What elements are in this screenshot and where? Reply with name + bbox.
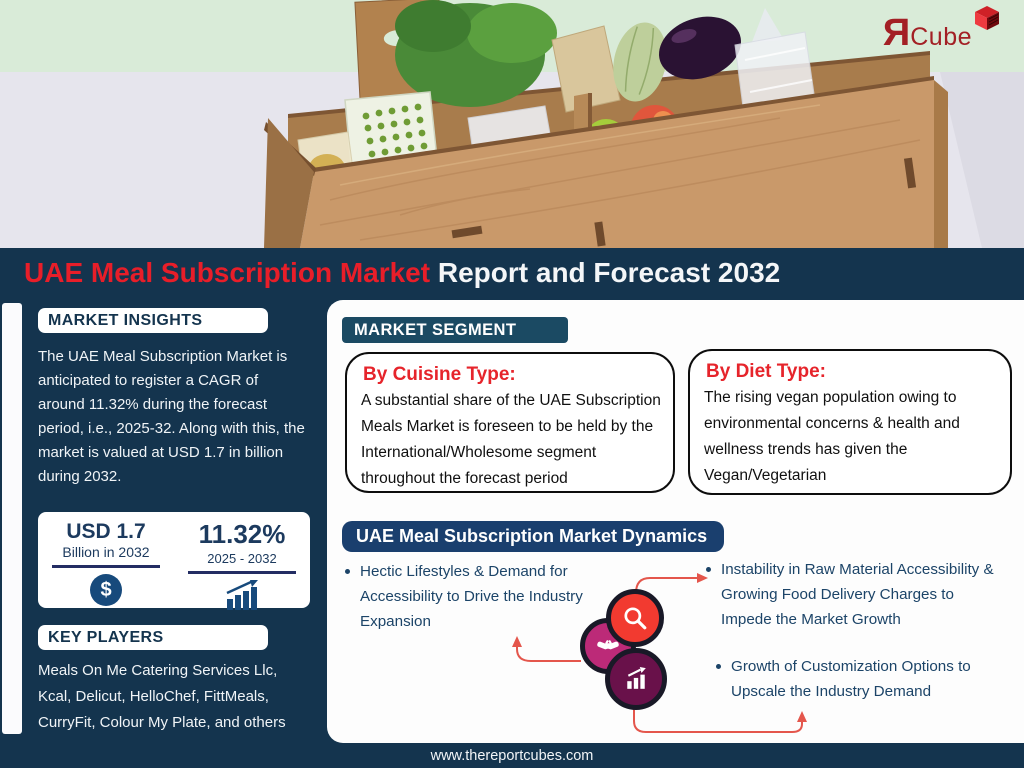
growth-badge [605, 648, 667, 710]
stat-card: USD 1.7 Billion in 2032 $ 11.32% 2025 - … [38, 512, 310, 610]
bar-chart-icon [627, 667, 646, 689]
logo-name: Cube [910, 23, 972, 51]
dynamics-point-text: Hectic Lifestyles & Demand for Accessibi… [360, 563, 583, 630]
cagr-stat: 11.32% 2025 - 2032 [174, 512, 310, 610]
content-area: MARKET INSIGHTS The UAE Meal Subscriptio… [0, 297, 1024, 743]
bullet-dot [716, 664, 721, 669]
title-banner: UAE Meal Subscription Market Report and … [0, 248, 1024, 297]
market-dynamics-header: UAE Meal Subscription Market Dynamics [342, 521, 724, 552]
left-accent-stripe [2, 303, 22, 734]
cagr-value: 11.32% [198, 519, 286, 549]
handshake-icon [597, 640, 619, 650]
cuisine-type-title: By Cuisine Type: [363, 364, 516, 385]
market-value: USD 1.7 [66, 520, 146, 543]
banner-title-rest: Report and Forecast 2032 [430, 257, 781, 288]
diet-type-text: The rising vegan population owing to env… [704, 389, 960, 484]
diet-type-title: By Diet Type: [706, 361, 827, 382]
dynamics-point-left: Hectic Lifestyles & Demand for Accessibi… [345, 559, 597, 634]
logo-letter: Я [882, 12, 911, 54]
market-insights-header: MARKET INSIGHTS [38, 308, 268, 333]
search-icon [624, 607, 647, 630]
growth-chart-icon [226, 579, 258, 610]
brand-logo: Я Cube [882, 6, 999, 54]
bullet-dot [345, 569, 350, 574]
market-insights-text: The UAE Meal Subscription Market is anti… [38, 348, 305, 485]
website-link[interactable]: www.thereportcubes.com [430, 748, 594, 764]
meal-box-illustration [0, 0, 1024, 248]
dynamics-point-text: Growth of Customization Options to Upsca… [731, 658, 971, 700]
divider [188, 570, 296, 574]
footer-bar: www.thereportcubes.com [0, 743, 1024, 768]
divider [52, 565, 160, 569]
eggplant-icon [658, 16, 742, 80]
husk-vegetable-icon [613, 22, 667, 102]
key-players-text: Meals On Me Catering Services Llc, Kcal,… [38, 662, 286, 731]
search-badge [606, 589, 664, 647]
dynamics-point-right-1: Instability in Raw Material Accessibilit… [706, 557, 1008, 632]
cagr-period: 2025 - 2032 [207, 550, 277, 566]
banner-title-highlight: UAE Meal Subscription Market [24, 257, 431, 288]
bullet-dot [706, 567, 711, 572]
diet-type-box: By Diet Type: The rising vegan populatio… [688, 349, 1012, 495]
key-players-header: KEY PLAYERS [38, 625, 268, 650]
dynamics-point-right-2: Growth of Customization Options to Upsca… [716, 654, 1008, 704]
market-value-caption: Billion in 2032 [62, 544, 150, 561]
box-front-panel [300, 80, 934, 248]
logo-cube-icon [974, 5, 1000, 31]
market-segment-header: MARKET SEGMENT [342, 317, 568, 343]
dollar-coin-icon: $ [90, 574, 122, 607]
paper-wrap-icon [551, 25, 621, 113]
cuisine-type-box: By Cuisine Type: A substantial share of … [345, 352, 675, 493]
market-value-stat: USD 1.7 Billion in 2032 $ [38, 512, 174, 608]
cuisine-type-text: A substantial share of the UAE Subscript… [361, 392, 661, 487]
hero-photo: Я Cube [0, 0, 1024, 248]
dynamics-point-text: Instability in Raw Material Accessibilit… [721, 561, 994, 628]
